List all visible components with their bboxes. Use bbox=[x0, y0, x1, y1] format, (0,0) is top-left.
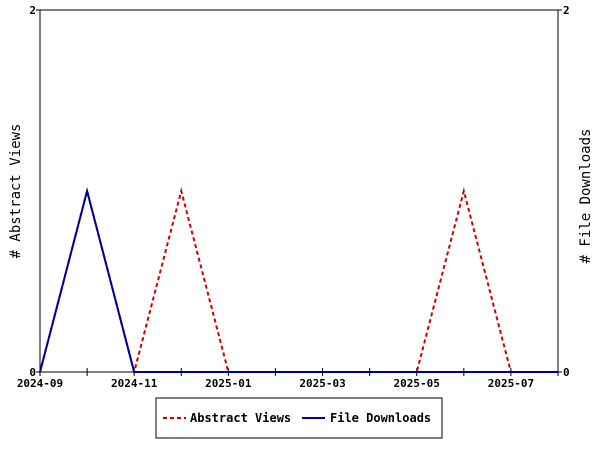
x-tick-label: 2024-11 bbox=[111, 377, 158, 390]
x-tick-label: 2025-01 bbox=[205, 377, 252, 390]
legend-label-file-downloads: File Downloads bbox=[330, 411, 431, 425]
x-tick-labels: 2024-09 2024-11 2025-01 2025-03 2025-05 2025-… bbox=[17, 377, 534, 390]
plot-area bbox=[39, 9, 559, 373]
y2-tick-label-top: 2 bbox=[563, 4, 570, 17]
x-tick-label: 2024-09 bbox=[17, 377, 63, 390]
y2-tick-label-bottom: 0 bbox=[563, 366, 570, 379]
legend-box bbox=[155, 397, 443, 439]
x-tick-label: 2025-05 bbox=[394, 377, 440, 390]
x-tick-label: 2025-03 bbox=[299, 377, 345, 390]
y-tick-label-bottom: 0 bbox=[29, 366, 36, 379]
series-line-file-downloads bbox=[39, 187, 558, 373]
x-tick-label: 2025-07 bbox=[488, 377, 534, 390]
y-axis-title: # Abstract Views bbox=[8, 124, 24, 259]
series-layer bbox=[39, 187, 558, 376]
y-tick-label-top: 2 bbox=[29, 4, 36, 17]
y2-axis-title: # File Downloads bbox=[578, 129, 594, 264]
legend: Abstract Views File Downloads bbox=[155, 397, 443, 439]
legend-label-abstract-views: Abstract Views bbox=[190, 411, 291, 425]
